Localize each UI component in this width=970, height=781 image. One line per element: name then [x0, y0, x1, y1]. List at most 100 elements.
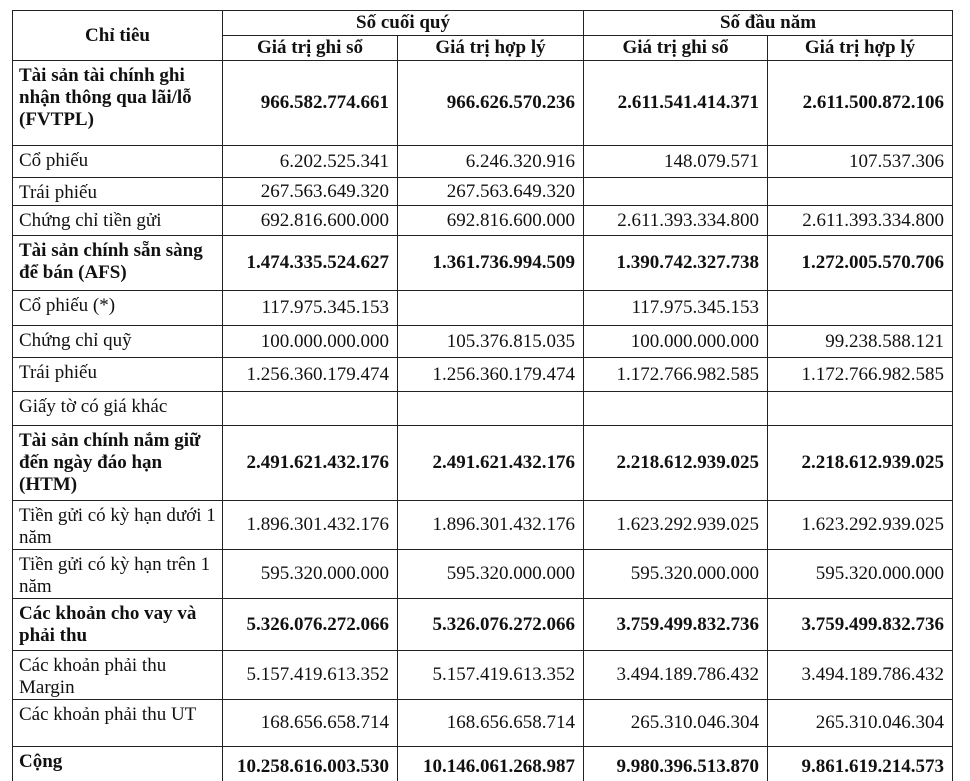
value-cell: 692.816.600.000: [396, 205, 585, 236]
value-cell: 1.256.360.179.474: [222, 357, 398, 392]
value-cell: 2.611.393.334.800: [583, 205, 769, 236]
value-cell: [767, 290, 954, 326]
table-row: Tài sản tài chính ghi nhận thông qua lãi…: [12, 60, 954, 146]
header-column: Giá trị hợp lý: [396, 35, 585, 61]
table-row: Tiền gửi có kỳ hạn trên 1 năm 595.320.000…: [12, 549, 954, 599]
value-cell: 5.157.419.613.352: [396, 650, 585, 700]
table-row: Các khoản phải thu Margin 5.157.419.613.3…: [12, 650, 954, 700]
value-cell: [396, 290, 585, 326]
table-row: Chứng chỉ tiền gửi 692.816.600.000 692.816…: [12, 205, 954, 236]
value-cell: 1.896.301.432.176: [222, 500, 398, 550]
value-cell: 2.218.612.939.025: [767, 425, 954, 501]
value-cell: 3.494.189.786.432: [767, 650, 954, 700]
table-row: Các khoản phải thu UT 168.656.658.714 168.…: [12, 699, 954, 747]
table-row: Tài sản chính nắm giữ đến ngày đáo hạn (…: [12, 425, 954, 501]
value-cell: 6.202.525.341: [222, 145, 398, 178]
value-cell: 148.079.571: [583, 145, 769, 178]
row-label: Chứng chỉ quỹ: [12, 325, 223, 358]
value-cell: 117.975.345.153: [222, 290, 398, 326]
header-group: Số cuối quý: [221, 10, 585, 36]
value-cell: 1.172.766.982.585: [583, 357, 769, 392]
row-label: Cổ phiếu (*): [12, 290, 223, 326]
header-column: Giá trị ghi sổ: [583, 35, 769, 61]
table-row: Chứng chỉ quỹ 100.000.000.000 105.376.815.…: [12, 325, 954, 358]
table-row: Cổ phiếu (*) 117.975.345.153 117.975.345.1…: [12, 290, 954, 326]
row-label: Các khoản phải thu UT: [12, 699, 223, 747]
table-row: Các khoản cho vay và phải thu 5.326.076.2…: [12, 598, 954, 651]
value-cell: 1.623.292.939.025: [767, 500, 954, 550]
row-label: Cổ phiếu: [12, 145, 223, 178]
value-cell: 595.320.000.000: [767, 549, 954, 599]
value-cell: 2.611.393.334.800: [767, 205, 954, 236]
value-cell: 107.537.306: [767, 145, 954, 178]
table-row: Giấy tờ có giá khác: [12, 391, 954, 426]
value-cell: 168.656.658.714: [396, 699, 585, 747]
table-row: Tiền gửi có kỳ hạn dưới 1 năm 1.896.301.4…: [12, 500, 954, 550]
row-label: Chứng chỉ tiền gửi: [12, 205, 223, 236]
table-row: Trái phiếu 267.563.649.320 267.563.649.320: [12, 177, 954, 206]
value-cell: 265.310.046.304: [583, 699, 769, 747]
value-cell: [583, 391, 769, 426]
value-cell: [767, 177, 954, 206]
value-cell: 1.623.292.939.025: [583, 500, 769, 550]
value-cell: 267.563.649.320: [396, 177, 585, 206]
value-cell: 265.310.046.304: [767, 699, 954, 747]
row-label: Các khoản cho vay và phải thu: [12, 598, 223, 651]
value-cell: 267.563.649.320: [222, 177, 398, 206]
value-cell: 9.861.619.214.573: [767, 746, 954, 781]
value-cell: 2.491.621.432.176: [396, 425, 585, 501]
value-cell: 1.390.742.327.738: [583, 235, 769, 291]
value-cell: 6.246.320.916: [396, 145, 585, 178]
value-cell: 3.759.499.832.736: [583, 598, 769, 651]
value-cell: [396, 391, 585, 426]
financial-table: Chỉ tiêu Số cuối quý Số đầu năm Giá trị …: [12, 10, 954, 781]
value-cell: [767, 391, 954, 426]
value-cell: 1.896.301.432.176: [396, 500, 585, 550]
value-cell: 966.582.774.661: [222, 60, 398, 146]
value-cell: 100.000.000.000: [222, 325, 398, 358]
row-label: Tài sản chính sẵn sàng để bán (AFS): [12, 235, 223, 291]
value-cell: 9.980.396.513.870: [583, 746, 769, 781]
header-group: Số đầu năm: [583, 10, 954, 36]
row-label: Tài sản chính nắm giữ đến ngày đáo hạn (…: [12, 425, 223, 501]
header-column: Giá trị ghi sổ: [222, 35, 398, 61]
value-cell: 595.320.000.000: [396, 549, 585, 599]
row-label: Giấy tờ có giá khác: [12, 391, 223, 426]
value-cell: 3.494.189.786.432: [583, 650, 769, 700]
value-cell: 1.172.766.982.585: [767, 357, 954, 392]
row-label: Trái phiếu: [12, 357, 223, 392]
row-label: Tài sản tài chính ghi nhận thông qua lãi…: [12, 60, 223, 146]
value-cell: [222, 391, 398, 426]
value-cell: 2.611.541.414.371: [583, 60, 769, 146]
value-cell: 100.000.000.000: [583, 325, 769, 358]
value-cell: 966.626.570.236: [396, 60, 585, 146]
header-column: Giá trị hợp lý: [767, 35, 954, 61]
header-first: Chỉ tiêu: [12, 10, 223, 61]
table-row: Cộng 10.258.616.003.530 10.146.061.268.987…: [12, 746, 954, 781]
value-cell: 692.816.600.000: [222, 205, 398, 236]
value-cell: 595.320.000.000: [583, 549, 769, 599]
value-cell: 5.157.419.613.352: [222, 650, 398, 700]
value-cell: 10.258.616.003.530: [222, 746, 398, 781]
value-cell: 1.256.360.179.474: [396, 357, 585, 392]
value-cell: 168.656.658.714: [222, 699, 398, 747]
value-cell: 105.376.815.035: [396, 325, 585, 358]
row-label: Tiền gửi có kỳ hạn trên 1 năm: [12, 549, 223, 599]
row-label: Các khoản phải thu Margin: [12, 650, 223, 700]
value-cell: 5.326.076.272.066: [396, 598, 585, 651]
value-cell: 1.474.335.524.627: [222, 235, 398, 291]
table-row: Cổ phiếu 6.202.525.341 6.246.320.916 148.07…: [12, 145, 954, 178]
value-cell: 2.218.612.939.025: [583, 425, 769, 501]
value-cell: 99.238.588.121: [767, 325, 954, 358]
value-cell: 2.611.500.872.106: [767, 60, 954, 146]
value-cell: 5.326.076.272.066: [222, 598, 398, 651]
row-label: Tiền gửi có kỳ hạn dưới 1 năm: [12, 500, 223, 550]
value-cell: 117.975.345.153: [583, 290, 769, 326]
table-row: Trái phiếu 1.256.360.179.474 1.256.360.179…: [12, 357, 954, 392]
row-label: Cộng: [12, 746, 223, 781]
value-cell: 10.146.061.268.987: [396, 746, 585, 781]
value-cell: [583, 177, 769, 206]
